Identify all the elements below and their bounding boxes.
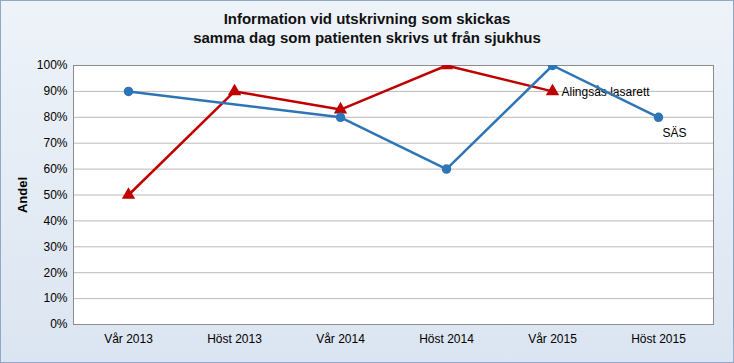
svg-text:80%: 80% [43,110,67,124]
svg-text:60%: 60% [43,162,67,176]
svg-text:Vår 2015: Vår 2015 [528,332,577,346]
svg-text:Andel: Andel [15,177,30,213]
svg-text:20%: 20% [43,266,67,280]
svg-text:100%: 100% [37,58,68,72]
svg-text:0%: 0% [50,317,68,331]
svg-text:40%: 40% [43,214,67,228]
svg-text:30%: 30% [43,240,67,254]
svg-text:10%: 10% [43,291,67,305]
svg-text:50%: 50% [43,188,67,202]
svg-text:Vår 2013: Vår 2013 [104,332,153,346]
svg-text:70%: 70% [43,136,67,150]
html-text:Information vid utskrivning so: Information vid utskrivning som skickas … [193,10,541,46]
svg-text:Vår 2014: Vår 2014 [316,332,365,346]
svg-text:Höst 2013: Höst 2013 [207,332,262,346]
svg-text:SÄS: SÄS [663,126,687,140]
svg-text:Höst 2014: Höst 2014 [419,332,474,346]
svg-text:Alingsås lasarett: Alingsås lasarett [561,85,650,100]
svg-text:Höst 2015: Höst 2015 [631,332,686,346]
svg-text:90%: 90% [43,84,67,98]
